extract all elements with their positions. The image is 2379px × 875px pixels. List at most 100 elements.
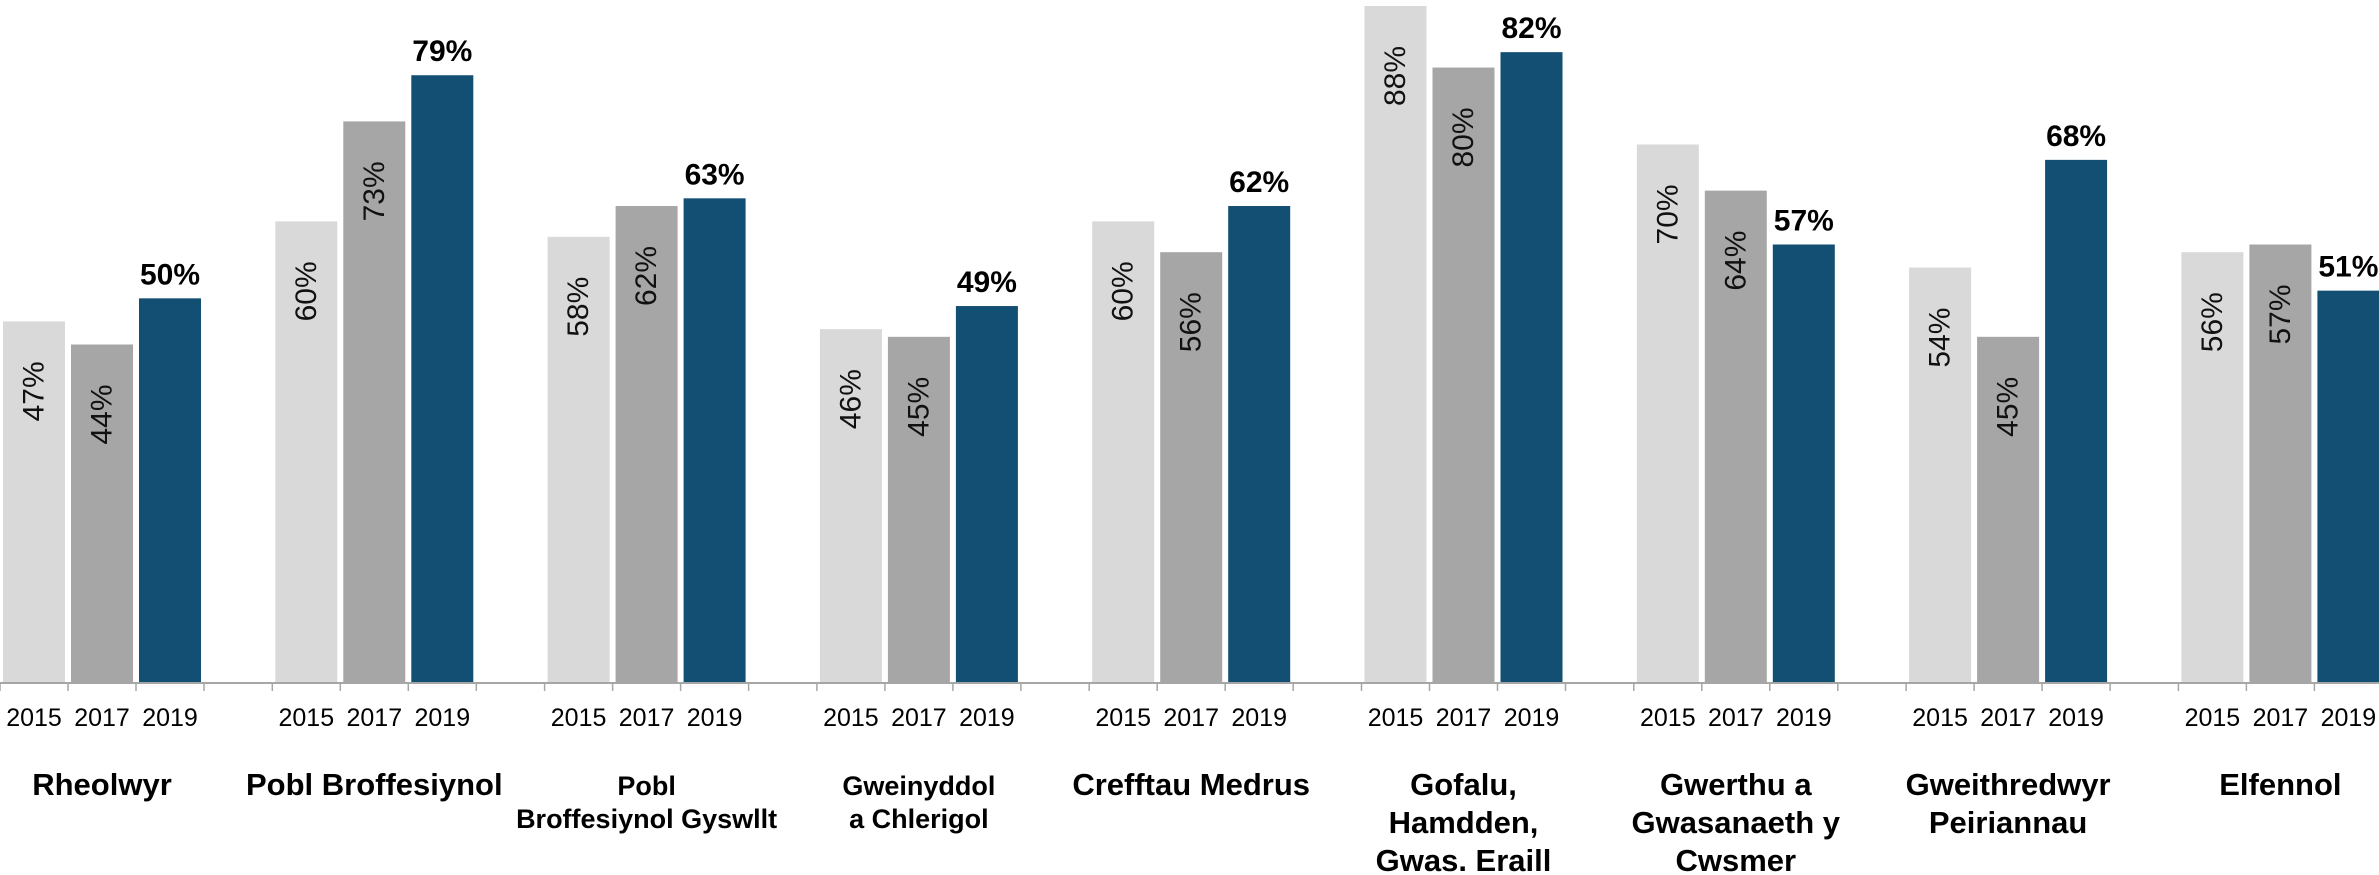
bar-2019-group-1 — [139, 298, 201, 683]
value-label-2017-group-8: 45% — [1992, 377, 2025, 437]
value-label-2015-group-8: 54% — [1924, 308, 1957, 368]
year-tick-2015-group-5: 2015 — [1095, 704, 1151, 732]
value-label-2015-group-3: 58% — [562, 277, 595, 337]
bar-2015-group-2 — [275, 221, 338, 683]
value-label-2017-group-6: 80% — [1447, 107, 1480, 167]
year-tick-2019-group-1: 2019 — [142, 704, 198, 732]
value-label-2019-group-8: 68% — [2046, 120, 2106, 153]
category-label-line: Pobl Broffesiynol — [246, 767, 503, 802]
category-label-line: Elfennol — [2219, 767, 2341, 802]
year-tick-2019-group-2: 2019 — [414, 704, 470, 732]
bar-2015-group-7 — [1636, 144, 1699, 683]
category-label-line: Gwasanaeth y — [1632, 805, 1841, 840]
category-label-group-4: Gweinyddol a Chlerigol — [842, 771, 995, 834]
bar-2017-group-7 — [1704, 190, 1767, 684]
bar-2019-group-2 — [411, 75, 474, 683]
bar-2019-group-5 — [1228, 206, 1291, 684]
category-label-line: Peiriannau — [1929, 805, 2088, 840]
year-tick-2015-group-6: 2015 — [1368, 704, 1424, 732]
year-tick-2017-group-3: 2017 — [619, 704, 675, 732]
bar-2019-group-4 — [955, 306, 1018, 683]
value-label-2017-group-7: 64% — [1719, 231, 1752, 291]
year-tick-2015-group-9: 2015 — [2185, 704, 2241, 732]
value-labels-layer: 47% 44% 50% 60% 73% 79% 58% 62% 63% 46% 45% 49% 60% 5… — [18, 12, 2379, 444]
bar-2019-group-8 — [2045, 159, 2108, 683]
bar-2017-group-4 — [887, 336, 950, 683]
bar-2015-group-8 — [1909, 267, 1972, 683]
value-label-2019-group-4: 49% — [957, 266, 1017, 299]
bar-2015-group-1 — [3, 321, 65, 683]
category-label-group-9: Elfennol — [2219, 767, 2341, 802]
year-tick-2015-group-3: 2015 — [551, 704, 607, 732]
year-tick-2019-group-4: 2019 — [959, 704, 1015, 732]
year-tick-2019-group-5: 2019 — [1231, 704, 1287, 732]
value-label-2017-group-4: 45% — [902, 377, 935, 437]
year-tick-2019-group-7: 2019 — [1776, 704, 1832, 732]
value-label-2015-group-4: 46% — [834, 369, 867, 429]
value-label-2019-group-1: 50% — [140, 258, 200, 291]
bar-2017-group-3 — [615, 206, 678, 684]
year-tick-2015-group-7: 2015 — [1640, 704, 1696, 732]
value-label-2015-group-7: 70% — [1651, 184, 1684, 244]
year-tick-2017-group-6: 2017 — [1436, 704, 1492, 732]
year-tick-2015-group-4: 2015 — [823, 704, 879, 732]
year-tick-2015-group-1: 2015 — [6, 704, 62, 732]
year-tick-2019-group-6: 2019 — [1504, 704, 1560, 732]
bars-layer — [3, 6, 2379, 684]
category-label-line: Gwerthu a — [1660, 767, 1812, 802]
year-tick-2015-group-8: 2015 — [1912, 704, 1968, 732]
category-label-group-8: Gweithredwyr Peiriannau — [1906, 767, 2111, 840]
bar-2015-group-4 — [819, 329, 882, 683]
value-label-2017-group-3: 62% — [630, 246, 663, 306]
year-tick-2017-group-2: 2017 — [346, 704, 402, 732]
category-label-line: Rheolwyr — [32, 767, 172, 802]
category-label-line: Gweinyddol — [842, 771, 995, 801]
bar-2019-group-6 — [1500, 52, 1563, 683]
category-label-group-1: Rheolwyr — [32, 767, 172, 802]
bar-2017-group-1 — [71, 344, 133, 683]
value-label-2017-group-5: 56% — [1175, 292, 1208, 352]
value-label-2019-group-3: 63% — [685, 158, 745, 191]
category-label-line: Pobl — [617, 771, 676, 801]
value-label-2017-group-2: 73% — [358, 161, 391, 221]
category-label-line: Hamdden, — [1389, 805, 1539, 840]
category-label-group-7: Gwerthu a Gwasanaeth y Cwsmer — [1632, 767, 1841, 875]
category-label-group-5: Crefftau Medrus — [1072, 767, 1310, 802]
value-label-2019-group-2: 79% — [412, 35, 472, 68]
year-tick-2017-group-7: 2017 — [1708, 704, 1764, 732]
value-label-2015-group-9: 56% — [2196, 292, 2229, 352]
value-label-2015-group-5: 60% — [1107, 261, 1140, 321]
bar-2017-group-9 — [2249, 244, 2312, 683]
year-tick-2017-group-4: 2017 — [891, 704, 947, 732]
category-label-group-2: Pobl Broffesiynol — [246, 767, 503, 802]
bar-2017-group-5 — [1160, 252, 1223, 683]
bar-2019-group-3 — [683, 198, 746, 684]
year-tick-2019-group-8: 2019 — [2048, 704, 2104, 732]
category-label-line: Crefftau Medrus — [1072, 767, 1310, 802]
bar-2019-group-9 — [2317, 290, 2379, 683]
category-labels-layer: Rheolwyr Pobl Broffesiynol Pobl Broffesiyno… — [32, 767, 2341, 875]
value-label-2017-group-9: 57% — [2264, 284, 2297, 344]
category-label-group-6: Gofalu, Hamdden, Gwas. Eraill — [1376, 767, 1552, 875]
year-tick-2019-group-9: 2019 — [2321, 704, 2377, 732]
category-label-line: Gwas. Eraill — [1376, 843, 1552, 875]
value-label-2019-group-6: 82% — [1501, 12, 1561, 45]
category-label-line: a Chlerigol — [849, 804, 989, 834]
value-label-2015-group-2: 60% — [290, 261, 323, 321]
year-tick-2017-group-8: 2017 — [1980, 704, 2036, 732]
value-label-2019-group-7: 57% — [1774, 204, 1834, 237]
category-label-line: Gofalu, — [1410, 767, 1517, 802]
bar-2015-group-5 — [1092, 221, 1155, 683]
bar-2015-group-3 — [547, 236, 610, 683]
value-label-2017-group-1: 44% — [86, 384, 119, 444]
category-label-group-3: Pobl Broffesiynol Gyswllt — [516, 771, 777, 834]
value-label-2019-group-9: 51% — [2318, 251, 2378, 284]
x-ticks-layer: 2015 2017 2019 2015 2017 2019 2015 2017 2019 2015… — [0, 683, 2377, 732]
value-label-2015-group-6: 88% — [1379, 46, 1412, 106]
bar-2017-group-8 — [1977, 336, 2040, 683]
year-tick-2017-group-9: 2017 — [2253, 704, 2309, 732]
bar-2017-group-6 — [1432, 67, 1495, 683]
value-label-2015-group-1: 47% — [18, 361, 51, 421]
bar-2017-group-2 — [343, 121, 406, 684]
